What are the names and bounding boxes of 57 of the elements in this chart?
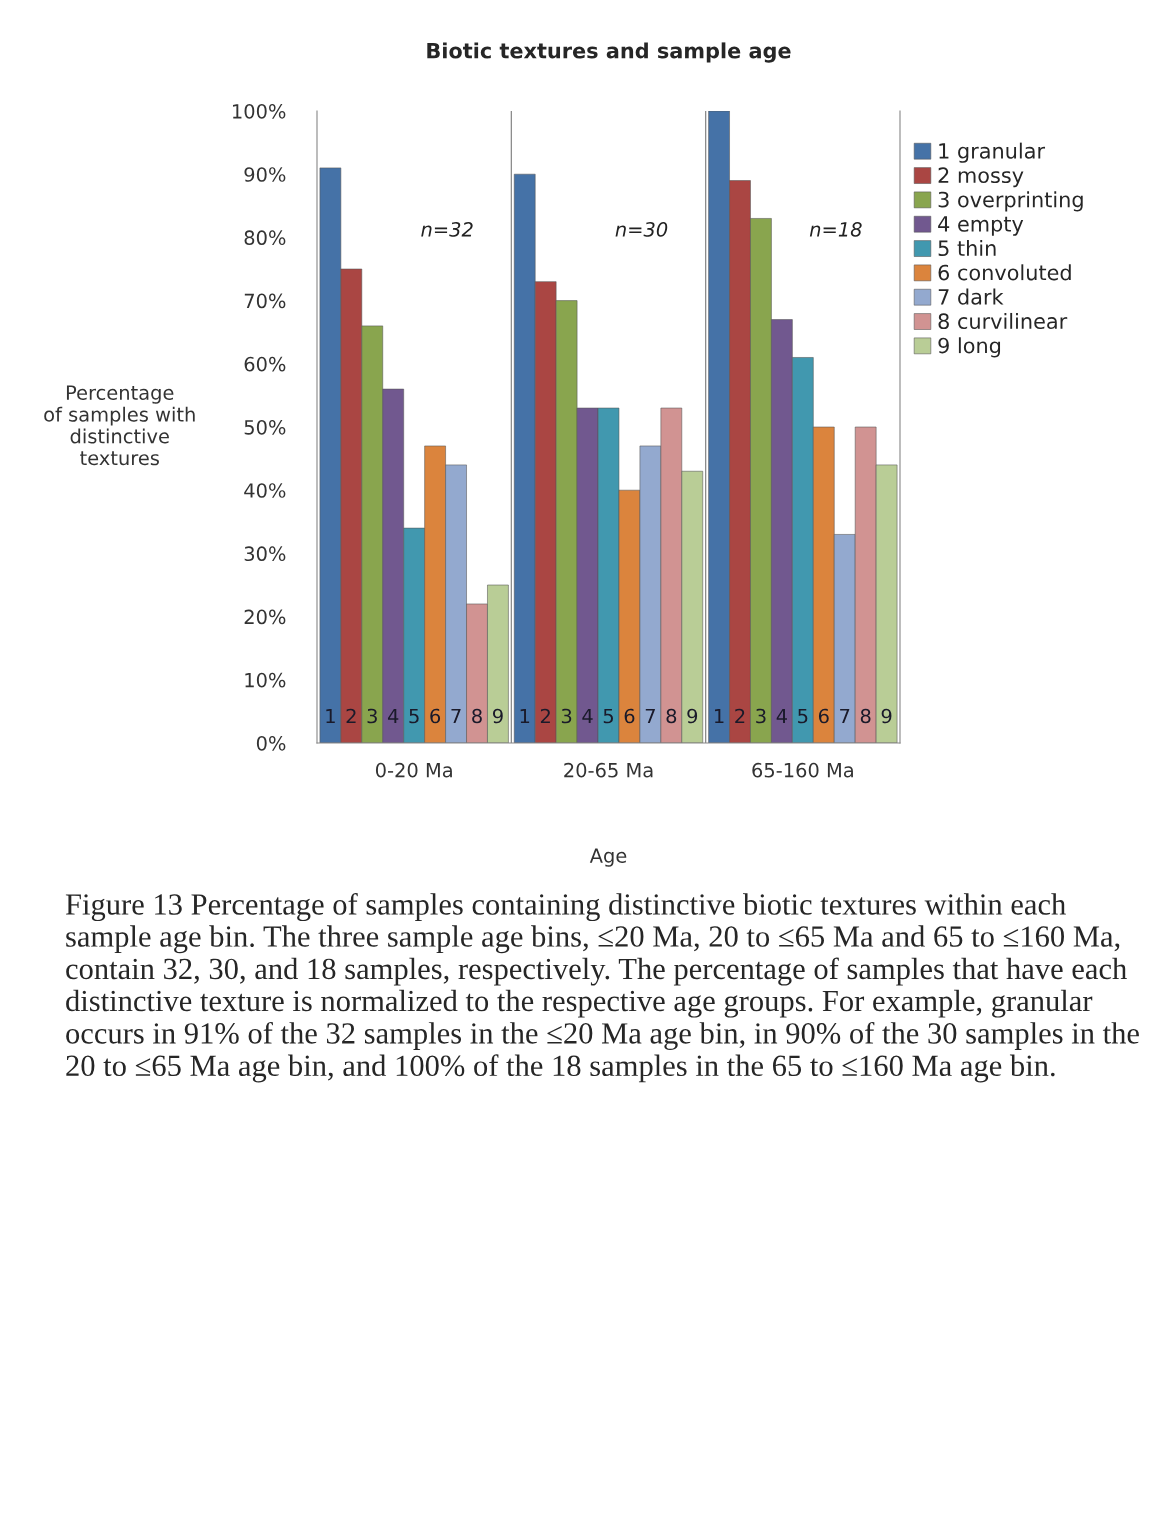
- y-tick-label: 40%: [244, 483, 286, 498]
- annotation: 1: [520, 708, 530, 724]
- annotation: 5: [409, 708, 419, 724]
- y-tick-label: 30%: [244, 546, 286, 562]
- legend-label: 9 long: [938, 337, 1001, 358]
- x-axis-title: Age: [589, 848, 627, 867]
- annotation: 5: [603, 708, 613, 724]
- legend-label: 3 overprinting: [938, 191, 1083, 212]
- annotation: 3: [367, 708, 377, 724]
- annotation: 4: [582, 708, 593, 724]
- legend-label: 4 empty: [938, 216, 1024, 236]
- annotation: 6: [430, 708, 441, 724]
- y-tick-label: 0%: [256, 735, 286, 751]
- x-tick-label: 0-20 Ma: [375, 762, 452, 778]
- y-tick-label: 100%: [232, 103, 286, 119]
- legend-label: 5 thin: [938, 239, 996, 257]
- annotation: 4: [776, 708, 787, 724]
- annotation: n=18: [809, 222, 862, 237]
- annotation: 7: [840, 708, 850, 724]
- annotation: 2: [346, 708, 356, 724]
- y-tick-label: 80%: [244, 230, 286, 246]
- y-axis-title: Percentage of samples with distinctive textures: [44, 385, 195, 466]
- y-tick-label: 90%: [244, 167, 286, 182]
- chart-title: Biotic textures and sample age: [427, 42, 791, 63]
- annotation: 6: [624, 708, 635, 724]
- annotation: 1: [715, 708, 724, 724]
- x-tick-label: 20-65 Ma: [564, 762, 653, 778]
- legend-label: 7 dark: [938, 288, 1004, 305]
- annotation: 6: [818, 708, 829, 724]
- annotation: n=30: [615, 222, 668, 237]
- annotation: 4: [387, 708, 399, 724]
- annotation: 5: [798, 708, 808, 724]
- annotation: 8: [472, 708, 482, 724]
- y-tick-label: 70%: [244, 293, 286, 309]
- annotation: 8: [860, 708, 871, 724]
- legend-label: 8 curvilinear: [938, 312, 1068, 330]
- annotation: 2: [540, 708, 550, 724]
- caption: Figure 13 Percentage of samples containing distinctive biotic textures within each sample age bin. The three sample age bins, ≤20 Ma, 20 to ≤65 Ma and 65 to ≤160 Ma, contain 32, 30, and 18 samples, respectively. The percentage of samples that have each distinctive texture is normalized to the respective age groups. For example, granular occurs in 91% of the 32 samples in the ≤20 Ma age bin, in 90% of the 30 samples in the 20 to ≤65 Ma age bin, and 100% of the 18 samples in the 65 to ≤160 Ma age bin.: [65, 893, 1139, 1083]
- y-tick-label: 10%: [245, 672, 286, 688]
- annotation: 9: [687, 708, 698, 724]
- annotation: 2: [735, 708, 745, 724]
- annotation: 8: [666, 708, 677, 724]
- x-tick-label: 65-160 Ma: [752, 762, 853, 778]
- annotation: n=32: [421, 222, 473, 237]
- legend-label: 2 mossy: [938, 167, 1024, 188]
- y-tick-label: 20%: [244, 609, 286, 625]
- annotation: 7: [645, 708, 655, 724]
- annotation: 3: [561, 708, 572, 724]
- annotation: 9: [881, 708, 892, 724]
- y-tick-label: 50%: [244, 419, 286, 435]
- annotation: 3: [756, 708, 766, 724]
- annotation: 1: [326, 708, 335, 724]
- annotation: 9: [492, 708, 503, 724]
- legend-label: 1 granular: [939, 142, 1046, 163]
- annotation: 7: [451, 708, 461, 724]
- legend-label: 6 convoluted: [938, 264, 1071, 281]
- y-tick-label: 60%: [244, 356, 286, 372]
